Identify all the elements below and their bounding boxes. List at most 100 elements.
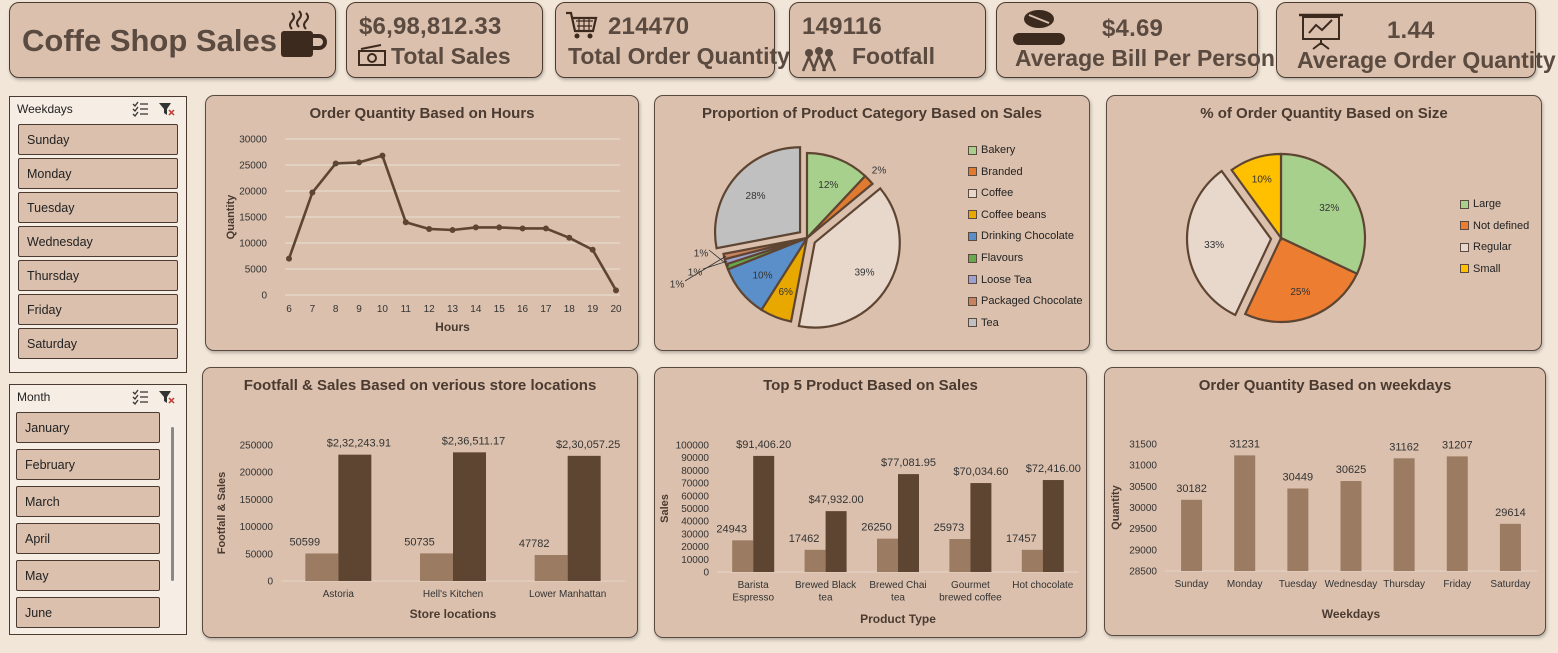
bar (732, 540, 754, 572)
data-label: 1% (694, 249, 709, 260)
slicer-item-wednesday[interactable]: Wednesday (18, 226, 178, 257)
legend-entry: Loose Tea (968, 274, 1032, 286)
legend-entry: Large (1460, 198, 1501, 210)
y-tick-label: 31000 (1129, 461, 1157, 472)
clear-filter-icon[interactable] (158, 101, 176, 117)
y-axis-title: Quantity (225, 194, 237, 239)
x-tick-label: 16 (517, 304, 529, 315)
bar (453, 452, 486, 581)
slicer-item-friday[interactable]: Friday (18, 294, 178, 325)
x-tick-label: Lower Manhattan (529, 589, 606, 600)
leader-line (684, 255, 727, 282)
legend-entry: Drinking Chocolate (968, 230, 1074, 242)
x-axis-title: Product Type (860, 612, 936, 626)
legend-label: Regular (1473, 241, 1512, 254)
total-order-quantity-label: Total Order Quantity (568, 43, 790, 69)
x-tick-label: Barista (738, 580, 770, 591)
chart-title: % of Order Quantity Based on Size (1200, 105, 1448, 122)
clear-filter-icon[interactable] (158, 389, 176, 405)
data-label: 1% (670, 280, 685, 291)
x-tick-label: 15 (494, 304, 506, 315)
average-order-quantity-label: Average Order Quantity (1297, 47, 1556, 73)
x-axis-title: Store locations (410, 607, 497, 621)
legend-label: Coffee beans (981, 208, 1047, 221)
legend-entry: Coffee (968, 187, 1013, 199)
y-axis-title: Sales (659, 494, 671, 523)
y-tick-label: 29500 (1129, 524, 1157, 535)
slicer-item-june[interactable]: June (16, 597, 160, 628)
y-tick-label: 0 (703, 568, 709, 579)
slicer-item-sunday[interactable]: Sunday (18, 124, 178, 155)
bar-chart-weekdays: 28500 29000 29500 30000 30500 31000 31500 30182… (1110, 438, 1537, 621)
x-axis-title: Hours (435, 320, 470, 334)
slicer-item-tuesday[interactable]: Tuesday (18, 192, 178, 223)
multi-select-icon[interactable] (131, 389, 149, 405)
legend-swatch (968, 231, 977, 241)
data-label: 32% (1319, 203, 1339, 214)
y-tick-label: 31500 (1129, 440, 1157, 451)
legend-label: Tea (981, 316, 999, 329)
y-tick-label: 5000 (245, 265, 268, 276)
y-tick-label: 0 (267, 577, 273, 588)
bar (949, 539, 971, 572)
x-tick-label: 14 (470, 304, 482, 315)
bar (877, 538, 898, 572)
x-tick-label: Friday (1443, 579, 1471, 590)
chart-title: Order Quantity Based on weekdays (1198, 377, 1452, 394)
data-point (402, 219, 409, 226)
data-label: 30449 (1283, 471, 1314, 483)
y-axis-title: Footfall & Sales (216, 472, 228, 555)
pie-slice-regular (1186, 169, 1273, 317)
slicer-item-saturday[interactable]: Saturday (18, 328, 178, 359)
average-bill-label: Average Bill Per Person (1015, 45, 1275, 71)
legend-entry: Branded (968, 166, 1023, 178)
x-tick-label: Wednesday (1325, 579, 1378, 590)
y-tick-label: 70000 (681, 479, 709, 490)
legend-entry: Tea (968, 317, 999, 329)
y-tick-label: 80000 (681, 466, 709, 477)
month-slicer-scrollbar[interactable] (171, 427, 174, 581)
x-axis-title: Weekdays (1322, 607, 1381, 621)
data-point (519, 225, 526, 232)
y-tick-label: 0 (261, 291, 267, 302)
total-sales-label: Total Sales (391, 43, 511, 69)
multi-select-icon[interactable] (131, 101, 149, 117)
data-point (356, 159, 363, 166)
slicer-item-february[interactable]: February (16, 449, 160, 480)
data-label: 33% (1204, 240, 1224, 251)
data-label: $2,30,057.25 (556, 439, 620, 451)
bar (804, 549, 826, 572)
series-line (287, 154, 618, 291)
data-label: 26250 (861, 522, 892, 534)
panel-order-qty-hours: Order Quantity Based on Hours 0 5000 10000… (205, 95, 639, 351)
data-label: 17457 (1006, 533, 1037, 545)
data-label: $2,32,243.91 (327, 438, 391, 450)
y-tick-label: 28500 (1129, 567, 1157, 578)
y-tick-label: 90000 (681, 453, 709, 464)
data-point (309, 189, 316, 196)
legend-swatch (968, 210, 977, 220)
legend-swatch (1460, 199, 1469, 209)
slicer-item-march[interactable]: March (16, 486, 160, 517)
legend-entry: Packaged Chocolate (968, 295, 1083, 307)
slicer-item-january[interactable]: January (16, 412, 160, 443)
data-label: 25973 (934, 522, 965, 534)
kpi-title-card: Coffe Shop Sales (9, 2, 336, 78)
x-tick-label: brewed coffee (939, 593, 1002, 604)
bar (338, 454, 372, 581)
data-point (449, 227, 456, 233)
month-slicer: Month January February March April May June (9, 384, 187, 635)
x-tick-label: Hot chocolate (1012, 580, 1074, 591)
slicer-item-may[interactable]: May (16, 560, 160, 591)
x-tick-label: Espresso (732, 593, 774, 604)
slicer-item-thursday[interactable]: Thursday (18, 260, 178, 291)
legend-swatch (968, 145, 977, 155)
data-point (566, 234, 573, 241)
slicer-item-monday[interactable]: Monday (18, 158, 178, 189)
y-tick-label: 29000 (1129, 545, 1157, 556)
y-tick-label: 200000 (240, 468, 274, 479)
slicer-item-april[interactable]: April (16, 523, 160, 554)
data-label: 31207 (1442, 439, 1473, 451)
y-tick-label: 50000 (681, 504, 709, 515)
